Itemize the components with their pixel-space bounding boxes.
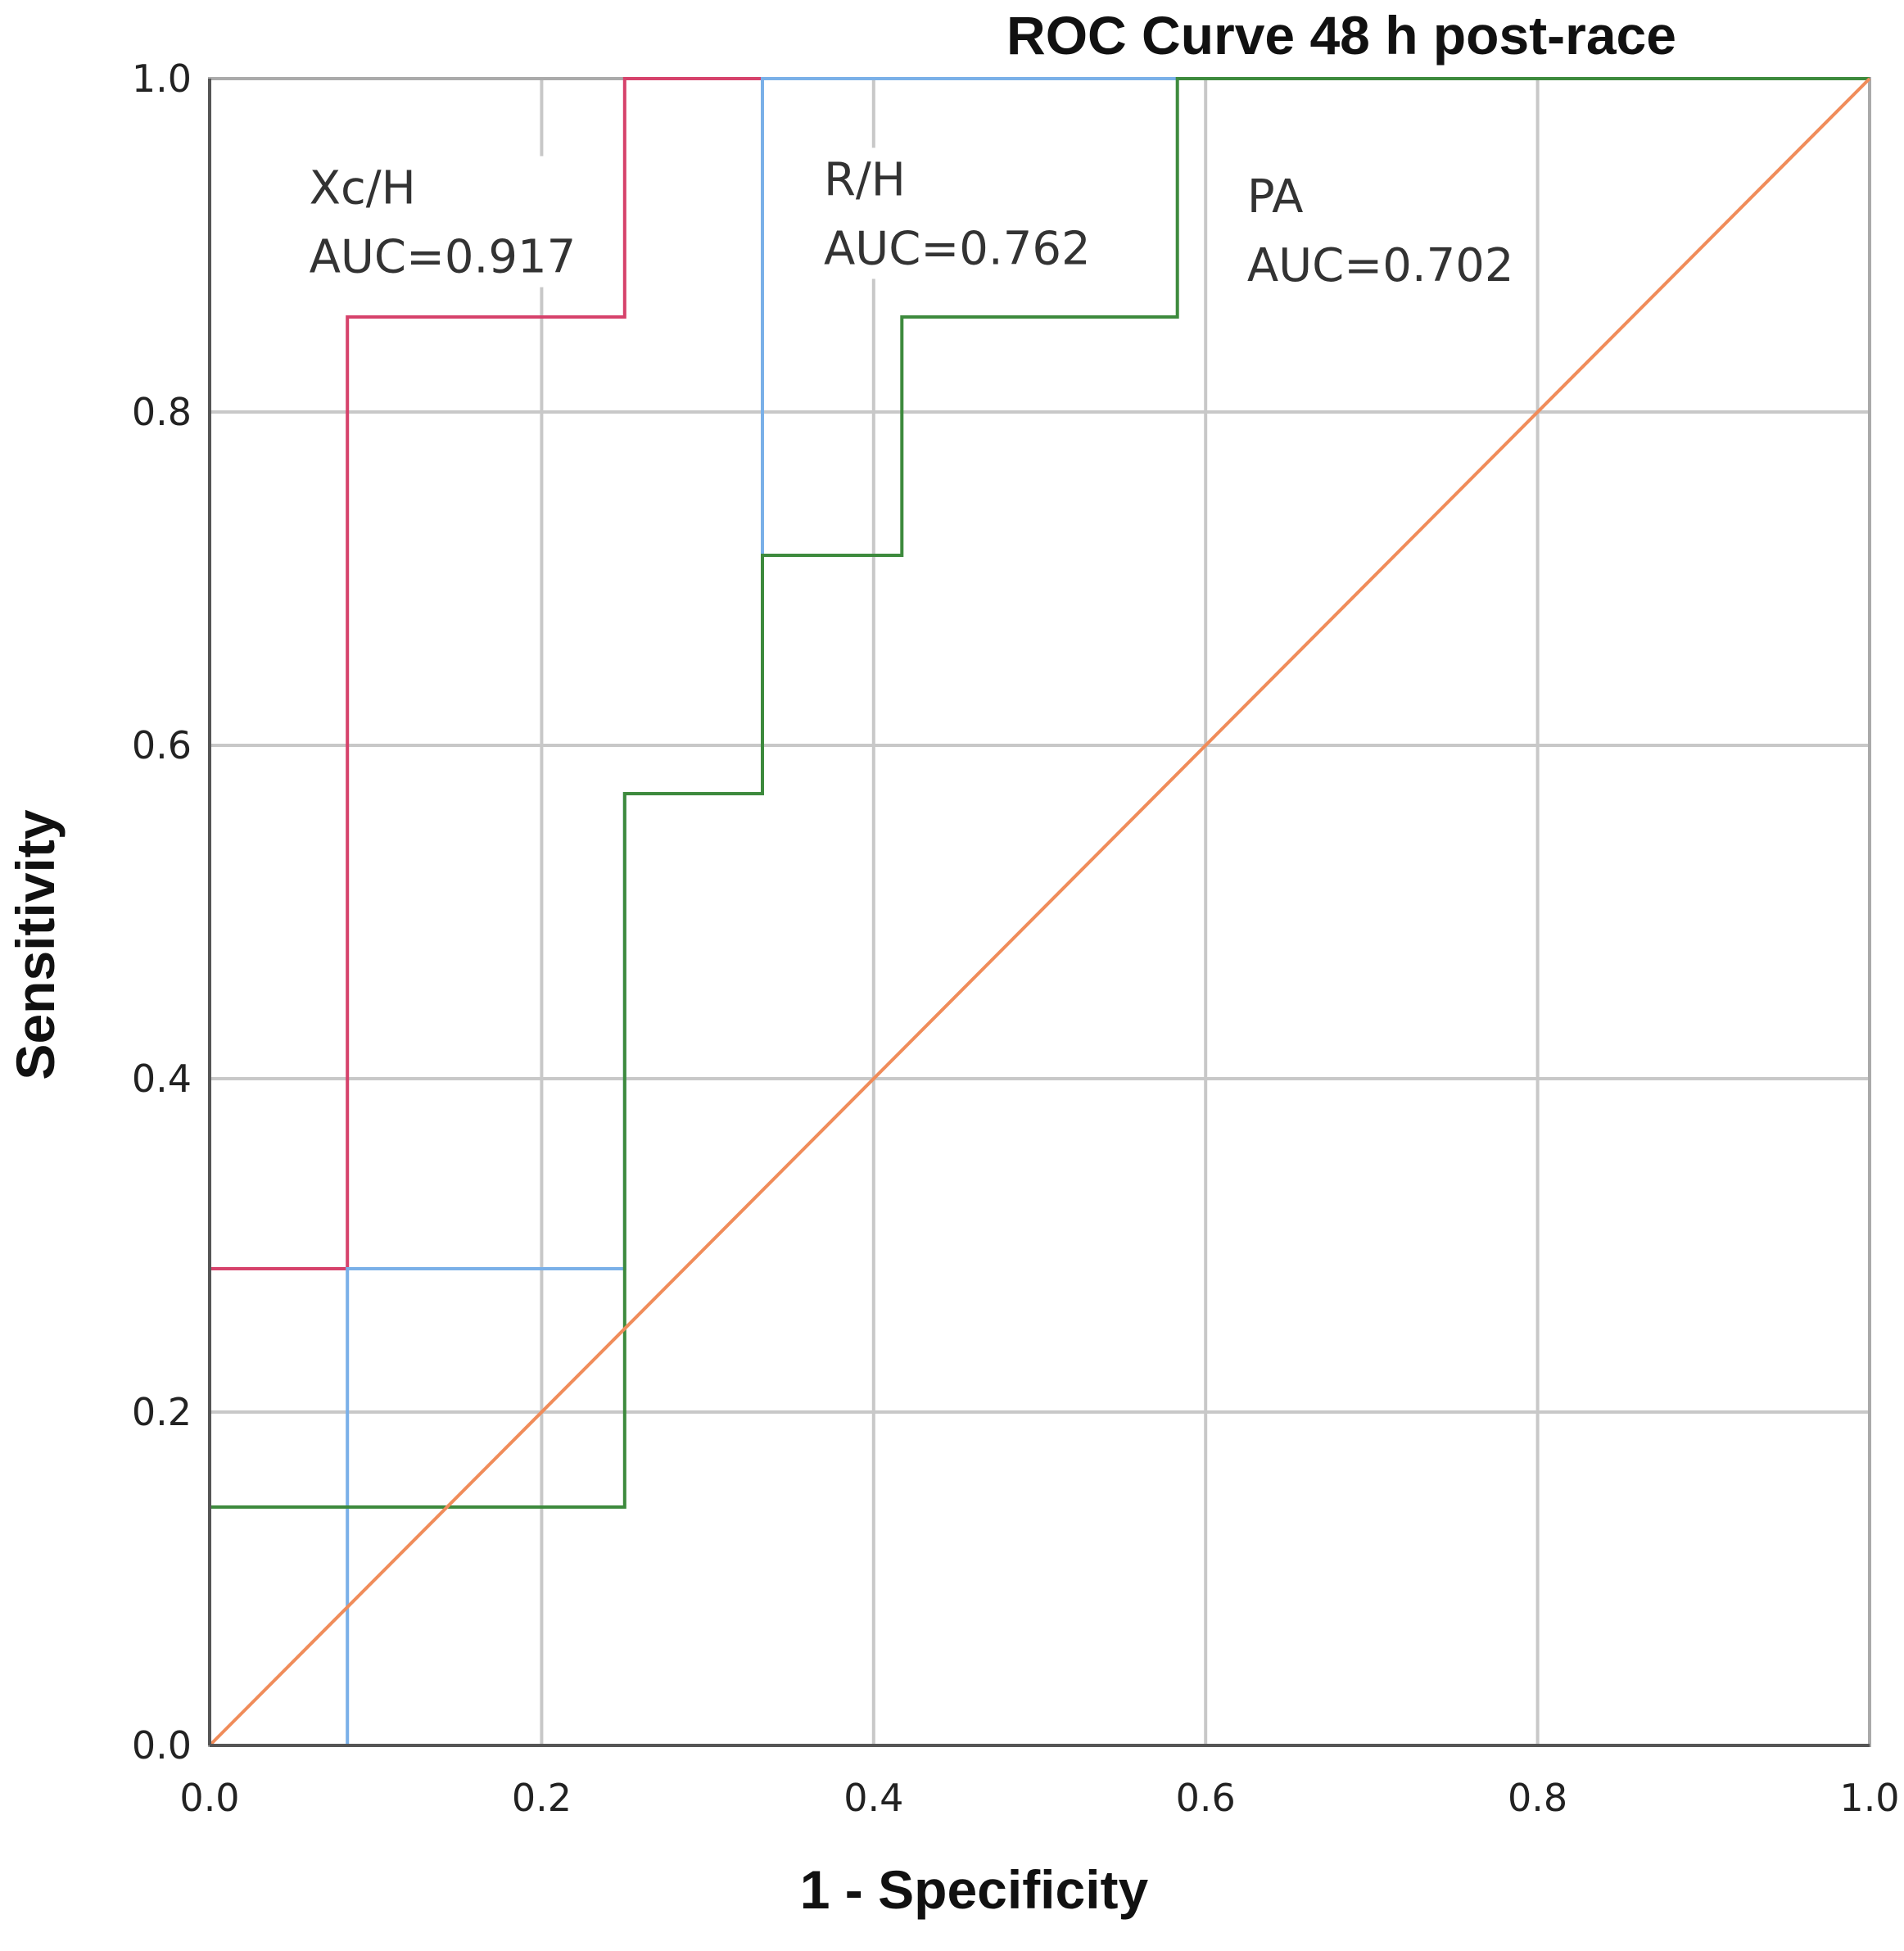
y-tick-label: 0.0 bbox=[132, 1723, 192, 1768]
y-tick-label: 0.8 bbox=[132, 390, 192, 434]
annotation-background bbox=[816, 147, 1097, 279]
grid bbox=[210, 79, 1870, 1745]
x-tick-label: 0.2 bbox=[512, 1776, 572, 1820]
chart-title: ROC Curve 48 h post-race bbox=[1006, 5, 1676, 66]
annotation-r-h: R/H AUC=0.762 bbox=[816, 147, 1097, 279]
annotations: Xc/H AUC=0.917 R/H AUC=0.762 PA AUC=0.702 bbox=[302, 147, 1521, 296]
x-tick-label: 0.0 bbox=[179, 1776, 239, 1820]
series-group bbox=[208, 77, 1871, 1747]
axes bbox=[208, 79, 1870, 1747]
annotation-series-label: R/H bbox=[824, 153, 906, 206]
y-tick-label: 0.2 bbox=[132, 1390, 192, 1434]
annotation-auc-label: AUC=0.917 bbox=[310, 231, 577, 284]
y-tick-label: 0.6 bbox=[132, 723, 192, 767]
series-line-reference-line bbox=[208, 77, 1871, 1747]
annotation-pa: PA AUC=0.702 bbox=[1240, 164, 1521, 296]
y-tick-label: 1.0 bbox=[132, 57, 192, 101]
x-tick-label: 1.0 bbox=[1839, 1776, 1899, 1820]
annotation-xc-h: Xc/H AUC=0.917 bbox=[302, 156, 583, 287]
annotation-background bbox=[1240, 164, 1521, 296]
y-tick-label: 0.4 bbox=[132, 1057, 192, 1101]
x-tick-label: 0.8 bbox=[1508, 1776, 1567, 1820]
x-tick-label: 0.4 bbox=[843, 1776, 903, 1820]
series-line-pa bbox=[208, 77, 1870, 1745]
annotation-auc-label: AUC=0.702 bbox=[1247, 239, 1514, 292]
x-axis-label: 1 - Specificity bbox=[800, 1859, 1149, 1920]
y-axis-label: Sensitivity bbox=[5, 809, 66, 1080]
annotation-auc-label: AUC=0.762 bbox=[824, 222, 1091, 275]
annotation-background bbox=[302, 156, 583, 287]
x-tick-label: 0.6 bbox=[1176, 1776, 1236, 1820]
tick-labels: 0.0 0.2 0.4 0.6 0.8 1.0 0.0 0.2 0.4 0.6 0.8 1.0 bbox=[132, 57, 1900, 1820]
annotation-series-label: Xc/H bbox=[310, 162, 416, 215]
annotation-series-label: PA bbox=[1247, 170, 1304, 224]
